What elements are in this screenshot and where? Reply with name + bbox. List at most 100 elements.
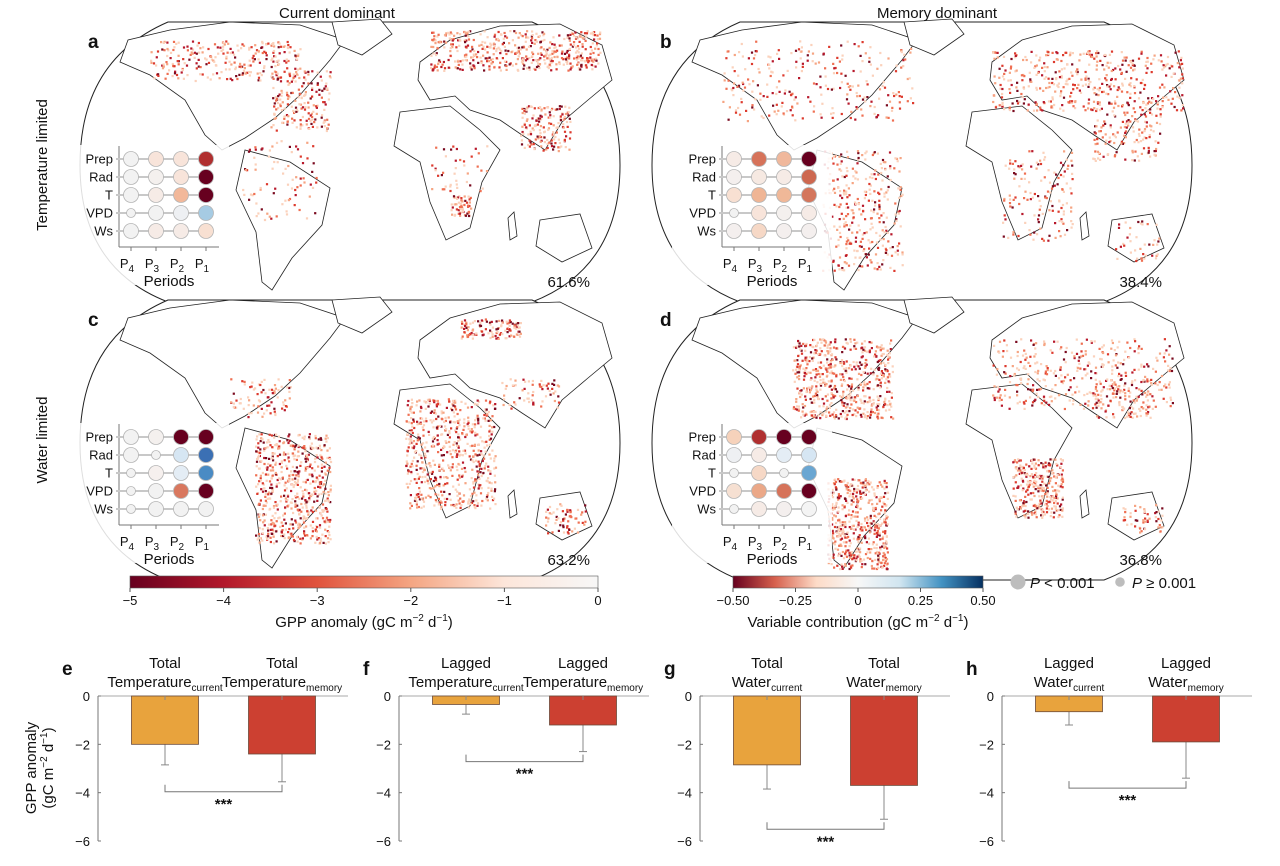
pixel xyxy=(185,64,189,67)
pixel xyxy=(595,44,598,47)
pixel xyxy=(846,196,849,199)
pixel xyxy=(525,36,528,39)
pixel xyxy=(870,173,873,176)
pixel xyxy=(475,332,478,335)
pixel xyxy=(863,400,866,403)
pixel xyxy=(1105,64,1108,67)
pixel xyxy=(750,62,754,66)
pixel xyxy=(271,514,274,517)
pixel xyxy=(1018,185,1021,188)
pixel xyxy=(531,37,534,40)
pixel xyxy=(1060,74,1063,78)
pixel xyxy=(1153,239,1156,242)
pixel xyxy=(888,390,891,393)
pixel xyxy=(852,216,855,219)
pixel xyxy=(1159,113,1162,116)
pixel xyxy=(792,369,795,372)
pixel xyxy=(506,327,509,330)
contribution-dot xyxy=(173,151,189,167)
pixel xyxy=(1126,236,1129,239)
pixel xyxy=(210,55,213,58)
pixel xyxy=(1070,226,1073,229)
pixel xyxy=(477,417,480,420)
pixel xyxy=(294,500,297,503)
pixel xyxy=(511,39,514,42)
pixel xyxy=(451,449,455,452)
pixel xyxy=(263,449,266,452)
pixel xyxy=(271,489,274,492)
pixel xyxy=(1002,55,1006,58)
pixel xyxy=(292,73,295,76)
pixel xyxy=(232,405,235,409)
pixel xyxy=(805,413,808,416)
pixel xyxy=(410,429,413,432)
pixel xyxy=(800,416,803,419)
pixel xyxy=(1123,244,1126,247)
pixel xyxy=(532,401,535,404)
pixel xyxy=(1147,151,1150,154)
pixel xyxy=(315,112,318,115)
pixel xyxy=(881,84,884,88)
pixel xyxy=(319,437,322,440)
pixel xyxy=(458,474,461,477)
pixel xyxy=(874,201,877,204)
pixel xyxy=(563,117,566,120)
pixel xyxy=(1167,98,1170,101)
pixel xyxy=(307,106,310,109)
pixel xyxy=(195,67,198,70)
pixel xyxy=(845,396,848,399)
pixel xyxy=(257,79,260,82)
pixel xyxy=(274,473,277,476)
pixel xyxy=(847,85,850,89)
pixel xyxy=(500,33,503,36)
pixel xyxy=(423,400,426,403)
pixel xyxy=(292,455,295,458)
pixel xyxy=(833,225,836,228)
pixel xyxy=(247,150,251,153)
pixel xyxy=(429,419,432,422)
pixel xyxy=(1181,73,1184,76)
pixel xyxy=(1070,206,1073,209)
pixel xyxy=(1124,77,1127,80)
pixel xyxy=(867,199,870,202)
pixel xyxy=(829,371,832,375)
pixel xyxy=(745,109,748,112)
pixel xyxy=(885,249,888,252)
pixel xyxy=(581,521,584,524)
contribution-dot xyxy=(198,501,214,517)
pixel xyxy=(1121,104,1124,107)
pixel xyxy=(1096,101,1099,104)
pixel xyxy=(437,451,440,454)
pixel xyxy=(1146,102,1150,105)
pixel xyxy=(424,456,427,459)
pixel xyxy=(291,91,294,94)
pixel xyxy=(517,69,520,72)
pixel xyxy=(462,494,466,497)
pixel xyxy=(268,388,271,391)
pixel xyxy=(876,346,879,349)
pixel xyxy=(1084,77,1087,80)
pixel xyxy=(1123,56,1126,59)
pixel xyxy=(750,51,754,54)
pixel xyxy=(213,43,217,46)
pixel xyxy=(569,120,572,123)
pixel xyxy=(461,200,464,203)
pixel xyxy=(776,52,779,55)
pixel xyxy=(409,439,412,442)
pixel xyxy=(798,391,801,394)
pixel xyxy=(271,167,274,170)
pixel xyxy=(474,453,477,456)
pixel xyxy=(470,68,473,71)
pixel xyxy=(442,454,445,457)
pixel xyxy=(286,499,289,502)
contribution-dot xyxy=(173,169,189,185)
pixel xyxy=(198,51,201,54)
pixel xyxy=(584,504,587,507)
pixel xyxy=(533,42,536,45)
pixel xyxy=(1043,77,1046,80)
pixel xyxy=(577,67,581,70)
pixel xyxy=(272,43,275,47)
pixel xyxy=(808,360,811,363)
panel-letter: c xyxy=(88,310,99,331)
pixel xyxy=(274,96,277,99)
